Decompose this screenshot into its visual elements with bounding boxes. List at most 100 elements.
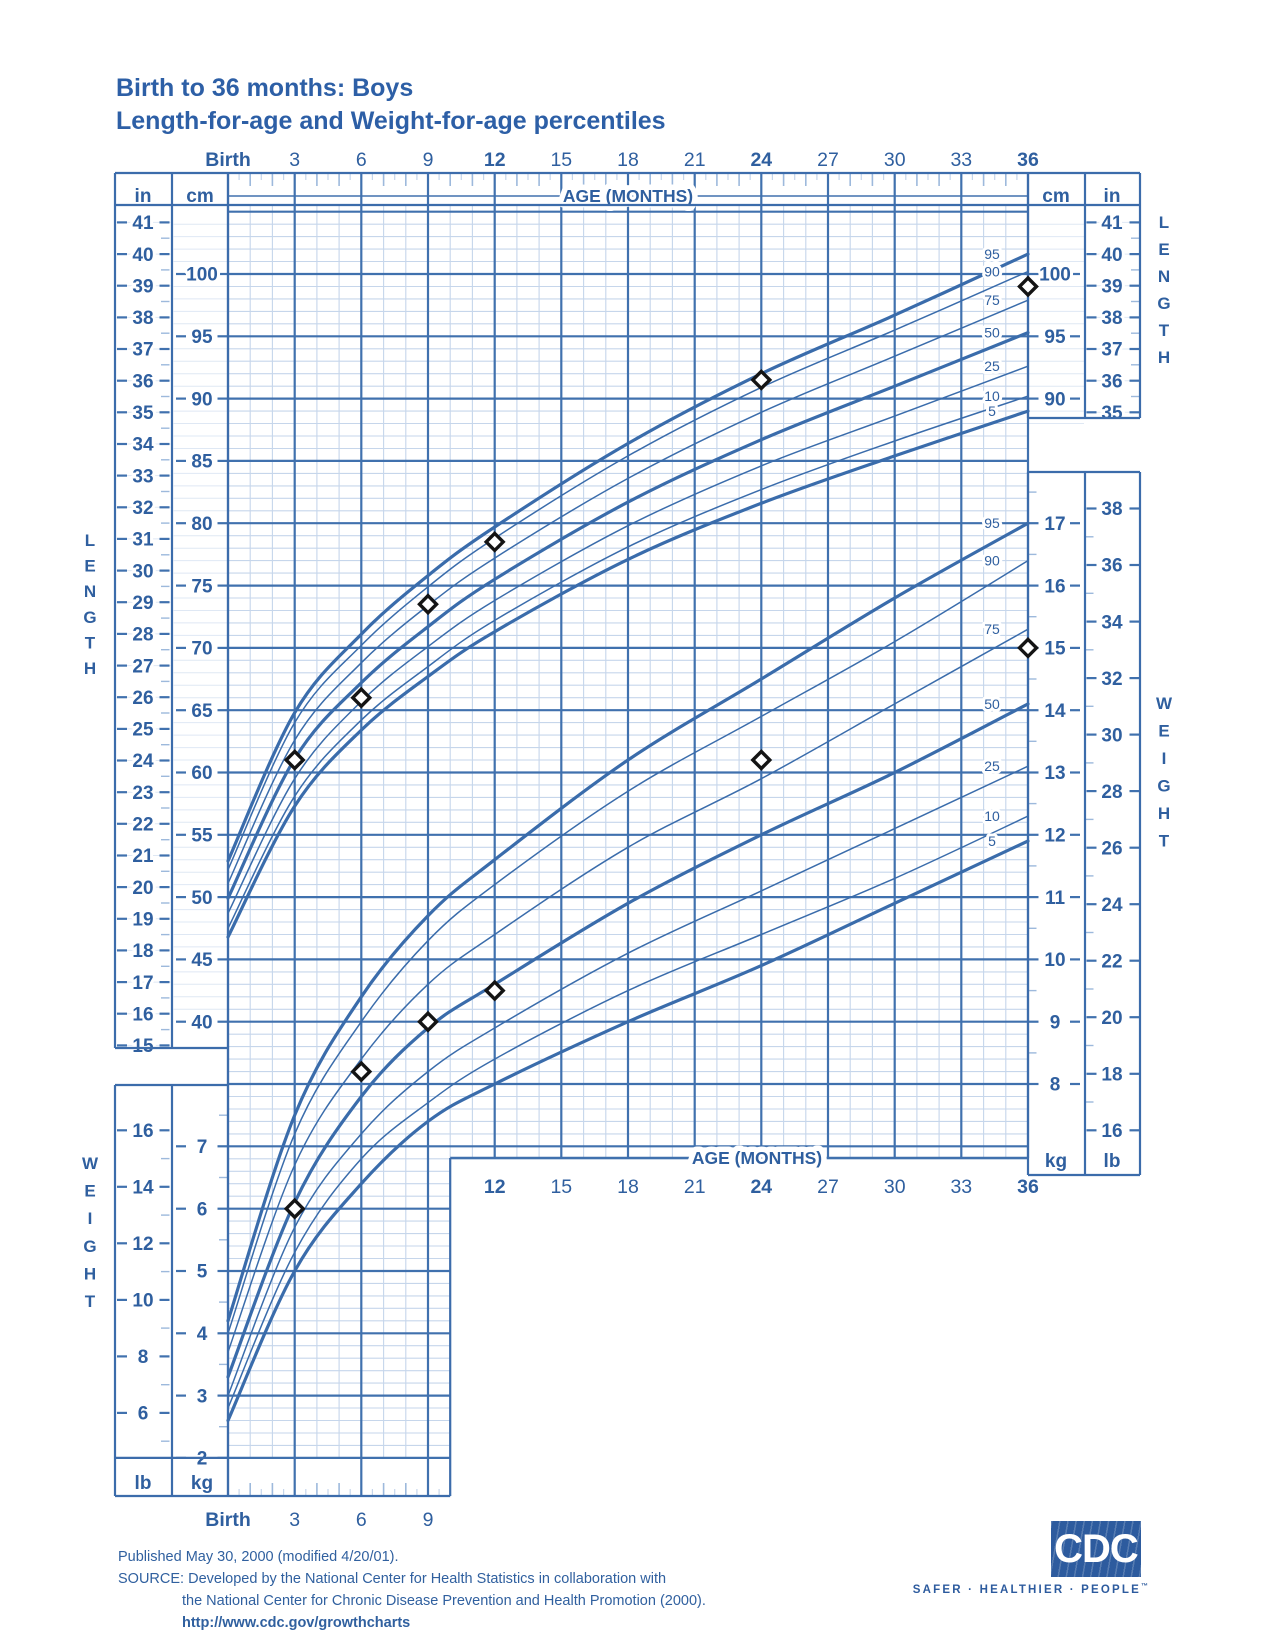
svg-text:35: 35 xyxy=(132,403,154,424)
svg-text:27: 27 xyxy=(132,656,153,677)
svg-text:18: 18 xyxy=(617,1176,639,1198)
svg-text:8: 8 xyxy=(138,1347,149,1368)
svg-text:10: 10 xyxy=(1044,950,1065,971)
svg-text:H: H xyxy=(84,659,96,678)
patient-weight-points xyxy=(283,636,1039,1220)
svg-text:15: 15 xyxy=(550,1176,572,1198)
svg-text:G: G xyxy=(83,608,96,627)
svg-text:AGE (MONTHS): AGE (MONTHS) xyxy=(563,186,693,206)
svg-text:3: 3 xyxy=(289,1509,300,1531)
svg-text:33: 33 xyxy=(132,466,153,487)
svg-text:12: 12 xyxy=(1044,826,1065,847)
svg-text:25: 25 xyxy=(132,720,154,741)
svg-text:40: 40 xyxy=(132,245,153,266)
svg-text:cm: cm xyxy=(186,186,213,207)
svg-text:T: T xyxy=(85,633,96,652)
svg-text:20: 20 xyxy=(1101,1008,1122,1029)
age-axis-bottom-left: Birth 3 6 9 xyxy=(205,1457,452,1531)
svg-text:38: 38 xyxy=(132,308,153,329)
svg-text:26: 26 xyxy=(1101,838,1122,859)
svg-text:W: W xyxy=(1156,694,1173,713)
svg-text:27: 27 xyxy=(817,149,839,171)
cdc-logo: CDC xyxy=(1051,1521,1141,1577)
svg-text:G: G xyxy=(1157,294,1170,313)
svg-text:21: 21 xyxy=(684,1176,706,1198)
svg-text:75: 75 xyxy=(984,621,1000,637)
svg-text:15: 15 xyxy=(550,149,572,171)
svg-text:N: N xyxy=(84,582,96,601)
svg-text:50: 50 xyxy=(984,696,1000,712)
svg-text:9: 9 xyxy=(423,1509,434,1531)
svg-text:37: 37 xyxy=(132,340,153,361)
svg-text:kg: kg xyxy=(191,1473,213,1494)
svg-text:85: 85 xyxy=(191,452,213,473)
svg-text:11: 11 xyxy=(1045,888,1066,909)
svg-text:25: 25 xyxy=(984,358,1000,374)
svg-text:16: 16 xyxy=(132,1004,153,1025)
svg-text:AGE (MONTHS): AGE (MONTHS) xyxy=(692,1148,822,1168)
svg-text:28: 28 xyxy=(1101,782,1122,803)
svg-text:90: 90 xyxy=(984,264,1000,280)
svg-text:90: 90 xyxy=(984,553,1000,569)
svg-text:25: 25 xyxy=(984,758,1000,774)
svg-text:80: 80 xyxy=(191,514,212,535)
svg-text:16: 16 xyxy=(132,1121,153,1142)
svg-text:3: 3 xyxy=(289,149,300,171)
svg-text:24: 24 xyxy=(750,149,772,171)
age-axis-top: AGE (MONTHS)Birth 3 6 9 12 15 18 21 24 27 30 33 36 xyxy=(205,149,1039,212)
title-line-1: Birth to 36 months: Boys xyxy=(116,74,414,102)
svg-text:T: T xyxy=(1159,321,1170,340)
svg-text:24: 24 xyxy=(750,1176,772,1198)
trademark-symbol: ™ xyxy=(1141,1583,1148,1590)
svg-text:24: 24 xyxy=(132,751,154,772)
svg-text:27: 27 xyxy=(817,1176,839,1198)
value-rulers: 4140393837363534333231302928272625242322… xyxy=(117,210,1140,1473)
svg-text:6: 6 xyxy=(138,1404,149,1425)
svg-text:9: 9 xyxy=(1050,1012,1061,1033)
svg-text:95: 95 xyxy=(984,246,1000,262)
svg-text:H: H xyxy=(1158,804,1170,823)
svg-text:50: 50 xyxy=(191,888,212,909)
svg-text:55: 55 xyxy=(191,826,213,847)
svg-text:60: 60 xyxy=(191,763,212,784)
svg-text:95: 95 xyxy=(1044,327,1066,348)
svg-text:75: 75 xyxy=(191,576,213,597)
svg-text:6: 6 xyxy=(356,1509,367,1531)
svg-text:T: T xyxy=(85,1292,96,1311)
svg-text:18: 18 xyxy=(132,941,153,962)
svg-text:E: E xyxy=(84,1182,95,1201)
published-note: Published May 30, 2000 (modified 4/20/01… xyxy=(118,1549,399,1565)
svg-text:I: I xyxy=(88,1209,93,1228)
svg-text:H: H xyxy=(84,1264,96,1283)
svg-text:N: N xyxy=(1158,267,1170,286)
age-axis-bottom: AGE (MONTHS) 12 15 18 21 24 27 30 33 36 xyxy=(450,1143,1039,1198)
svg-text:19: 19 xyxy=(132,910,153,931)
svg-text:in: in xyxy=(135,186,152,207)
svg-text:37: 37 xyxy=(1101,340,1122,361)
svg-text:38: 38 xyxy=(1101,499,1122,520)
svg-text:36: 36 xyxy=(1101,371,1122,392)
svg-text:8: 8 xyxy=(1050,1075,1061,1096)
svg-text:15: 15 xyxy=(132,1036,154,1057)
svg-text:12: 12 xyxy=(484,149,506,171)
svg-text:95: 95 xyxy=(191,327,213,348)
svg-text:23: 23 xyxy=(132,783,153,804)
svg-text:9: 9 xyxy=(423,149,434,171)
svg-text:14: 14 xyxy=(1044,701,1066,722)
svg-text:41: 41 xyxy=(132,213,154,234)
svg-text:3: 3 xyxy=(197,1386,208,1407)
unit-labels: in cm cm in kg lb lb kg xyxy=(135,186,1121,1494)
svg-text:39: 39 xyxy=(1101,276,1122,297)
cdc-logo-text: CDC xyxy=(1054,1526,1139,1571)
svg-text:29: 29 xyxy=(132,593,153,614)
svg-text:T: T xyxy=(1159,832,1170,851)
svg-text:36: 36 xyxy=(132,371,153,392)
svg-text:33: 33 xyxy=(950,149,972,171)
svg-text:30: 30 xyxy=(1101,725,1122,746)
svg-text:30: 30 xyxy=(884,1176,906,1198)
svg-text:10: 10 xyxy=(132,1291,153,1312)
